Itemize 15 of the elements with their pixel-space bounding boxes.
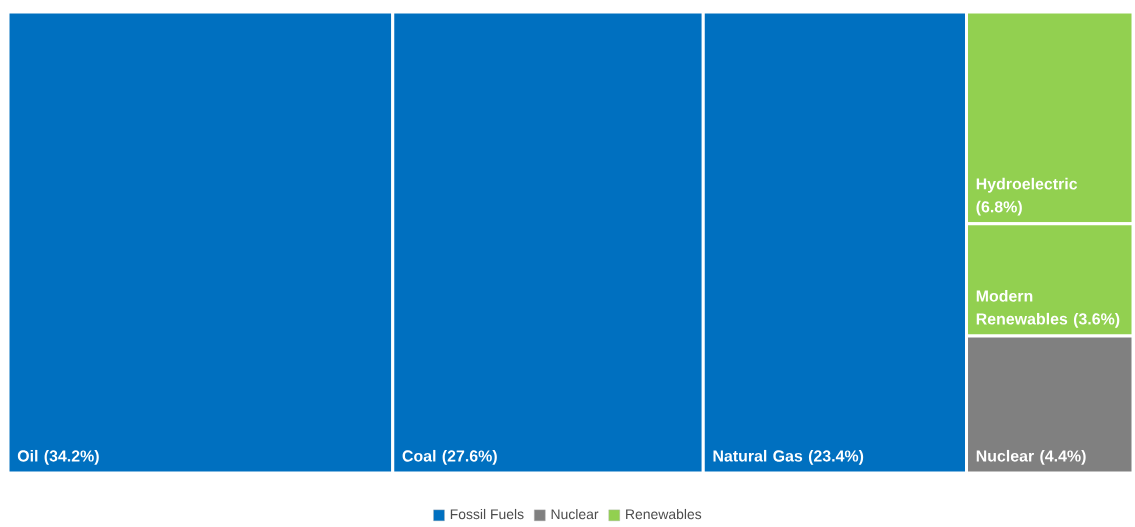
data-label: (27.6%) [442,449,497,465]
category-label: Nuclear [976,449,1034,462]
category-label: Natural Gas [713,449,803,462]
legend-label: Renewables [626,508,702,520]
category-label: Coal [402,449,436,462]
data-label: (34.2%) [44,449,99,465]
data-label: (23.4%) [808,449,864,465]
category-label: Oil [17,449,38,462]
category-label: Modern Renewables [976,289,1068,325]
data-label: (6.8%) [976,200,1022,216]
text: Fossil Fuels [450,508,524,520]
legend-label: Nuclear [551,508,599,520]
data-label: (4.4%) [1040,449,1086,465]
category-label: Hydroelectric [976,177,1078,193]
data-label: (3.6%) [1073,312,1120,328]
